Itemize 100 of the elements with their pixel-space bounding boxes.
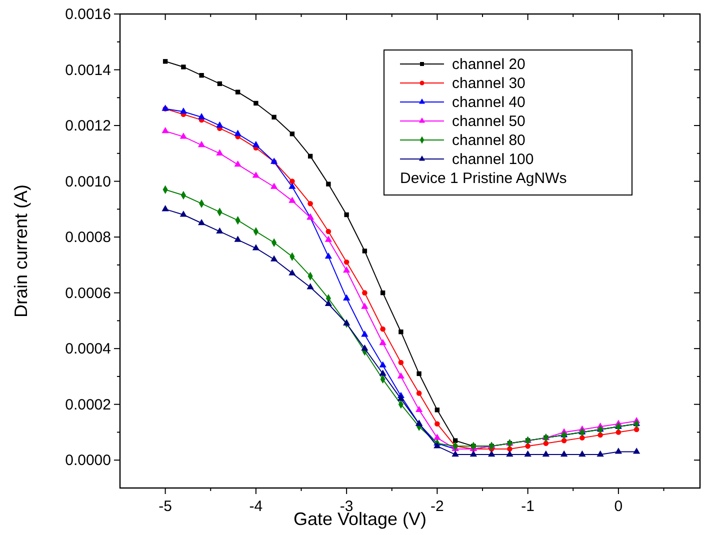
y-tick-label: 0.0014 — [65, 62, 111, 79]
point — [270, 182, 278, 189]
x-tick-label: -4 — [249, 498, 263, 515]
point — [252, 172, 260, 178]
point — [598, 432, 603, 438]
point — [290, 132, 295, 136]
point — [580, 435, 585, 440]
point — [272, 114, 276, 120]
point — [234, 130, 242, 136]
point — [234, 236, 242, 242]
legend-label: channel 40 — [452, 94, 526, 111]
point — [198, 219, 206, 226]
point — [398, 330, 404, 334]
point — [596, 450, 604, 457]
y-tick-label: 0.0002 — [65, 396, 111, 414]
y-axis-title: Drain current (A) — [11, 184, 31, 318]
point — [380, 326, 386, 332]
point — [252, 244, 260, 250]
point — [343, 266, 350, 273]
point — [379, 338, 386, 346]
point — [416, 371, 422, 376]
point — [234, 160, 242, 167]
point — [306, 283, 314, 290]
point — [362, 290, 368, 296]
point — [254, 100, 258, 106]
point — [162, 126, 169, 134]
point — [525, 444, 530, 449]
point — [506, 450, 514, 457]
point — [470, 450, 477, 457]
point — [380, 290, 386, 296]
point — [398, 360, 404, 366]
point — [252, 140, 260, 148]
y-tick-label: 0.0010 — [65, 173, 111, 190]
point — [507, 446, 512, 452]
point — [361, 344, 368, 351]
point — [235, 90, 240, 94]
legend-label: channel 50 — [452, 113, 526, 130]
point — [397, 394, 404, 401]
point — [524, 450, 532, 457]
point — [162, 59, 168, 64]
point — [288, 269, 296, 276]
x-tick-label: -1 — [521, 498, 534, 515]
y-tick-label: 0.0016 — [65, 6, 111, 23]
point — [634, 426, 640, 432]
point — [198, 140, 206, 148]
point — [362, 248, 368, 254]
point — [434, 421, 440, 427]
point — [397, 372, 404, 379]
point — [308, 200, 313, 206]
point — [308, 154, 313, 159]
point — [434, 408, 440, 412]
point — [542, 450, 550, 457]
point — [198, 113, 206, 120]
point — [217, 81, 222, 86]
point — [288, 182, 296, 189]
point — [434, 442, 441, 448]
point — [270, 255, 278, 262]
point — [633, 448, 640, 454]
point — [180, 210, 187, 217]
y-tick-label: 0.0008 — [65, 229, 111, 246]
point — [288, 196, 296, 203]
legend-label: channel 100 — [452, 151, 534, 168]
point — [326, 182, 331, 186]
point — [543, 440, 549, 446]
annotation: Device 1 Pristine AgNWs — [400, 170, 567, 187]
x-tick-label: -5 — [158, 498, 172, 515]
point — [343, 294, 350, 300]
point — [324, 252, 332, 259]
y-tick-label: 0.0006 — [65, 284, 111, 302]
point — [434, 434, 441, 440]
point — [452, 450, 459, 457]
y-tick-label: 0.0012 — [65, 118, 111, 135]
legend-label: channel 30 — [452, 75, 526, 92]
point — [379, 370, 386, 376]
point — [326, 228, 332, 234]
point — [216, 149, 224, 156]
point — [290, 178, 295, 184]
point — [324, 236, 332, 242]
point — [180, 132, 187, 139]
point — [614, 448, 622, 454]
point — [361, 302, 368, 309]
point — [199, 72, 204, 78]
y-tick-label: 0.0004 — [65, 340, 111, 358]
point — [361, 330, 368, 337]
x-tick-label: -2 — [430, 498, 444, 515]
point — [162, 205, 169, 212]
point — [488, 450, 496, 457]
point — [416, 390, 422, 396]
point — [578, 450, 586, 457]
point — [560, 450, 568, 457]
point — [180, 107, 187, 114]
point — [561, 438, 567, 444]
point — [416, 406, 423, 412]
legend-label: channel 20 — [452, 56, 526, 73]
point — [616, 430, 622, 435]
legend-label: channel 80 — [452, 132, 526, 149]
point — [379, 361, 386, 368]
point — [344, 212, 349, 218]
point — [216, 227, 224, 234]
point — [344, 260, 350, 265]
